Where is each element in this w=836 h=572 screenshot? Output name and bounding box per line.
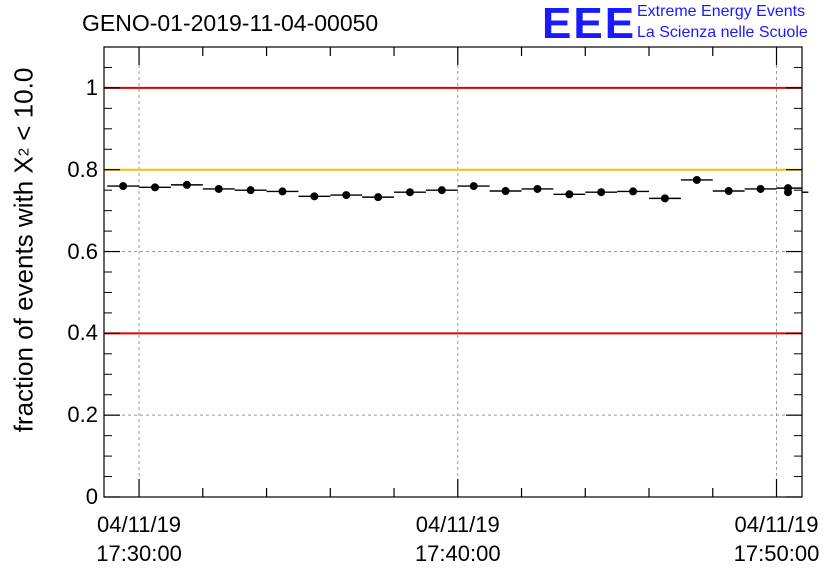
data-point	[150, 183, 159, 192]
data-point	[692, 175, 701, 184]
logo-line-2: La Scienza nelle Scuole	[637, 24, 808, 41]
y-axis-label-sup: 2	[15, 147, 33, 157]
data-point	[310, 192, 319, 201]
y-tick-label: 0.4	[67, 320, 98, 346]
data-point	[405, 188, 414, 197]
data-point	[342, 191, 351, 200]
x-tick-time: 17:40:00	[414, 541, 501, 566]
data-point	[437, 186, 446, 195]
axis-ticks	[104, 46, 802, 498]
y-tick-label: 0.8	[67, 156, 98, 182]
data-point	[214, 184, 223, 193]
x-tick-time: 17:30:00	[96, 541, 182, 566]
x-tick-date: 04/11/19	[734, 512, 819, 537]
y-tick-label: 0.2	[67, 402, 98, 428]
x-tick-date: 04/11/19	[415, 512, 500, 537]
data-point	[724, 187, 733, 195]
logo-line-1: Extreme Energy Events	[637, 3, 806, 20]
data-point	[278, 187, 287, 196]
x-tick-label: 04/11/19 17:50:00	[712, 510, 836, 568]
data-point	[501, 187, 510, 195]
y-tick-label: 0	[85, 484, 98, 509]
data-point	[246, 186, 255, 195]
data-point	[565, 190, 574, 199]
data-point	[784, 188, 792, 197]
x-tick-label: 04/11/19 17:30:00	[74, 510, 204, 568]
reference-lines	[104, 86, 802, 335]
x-tick-label: 04/11/19 17:40:00	[393, 510, 523, 568]
x-tick-date: 04/11/19	[97, 512, 182, 537]
data-point	[629, 187, 638, 196]
data-point	[374, 193, 383, 202]
grid-layer	[104, 47, 802, 497]
plot-frame	[103, 46, 803, 498]
data-point	[119, 182, 128, 191]
y-axis-label-prefix: fraction of events with X	[8, 156, 39, 433]
y-axis-label-suffix: < 10.0	[8, 67, 39, 148]
y-tick-label: 0.6	[67, 238, 98, 264]
chart-title: GENO-01-2019-11-04-00050	[82, 10, 379, 36]
data-point	[533, 184, 542, 193]
data-point	[597, 188, 606, 197]
data-point	[660, 194, 669, 203]
plot-border	[103, 46, 803, 498]
eee-logo: EEE	[542, 0, 637, 48]
y-tick-label: 1	[85, 74, 98, 100]
data-point	[469, 182, 478, 191]
data-points	[107, 175, 809, 203]
data-point	[182, 180, 191, 189]
data-point	[756, 184, 765, 193]
x-tick-time: 17:50:00	[733, 541, 820, 566]
